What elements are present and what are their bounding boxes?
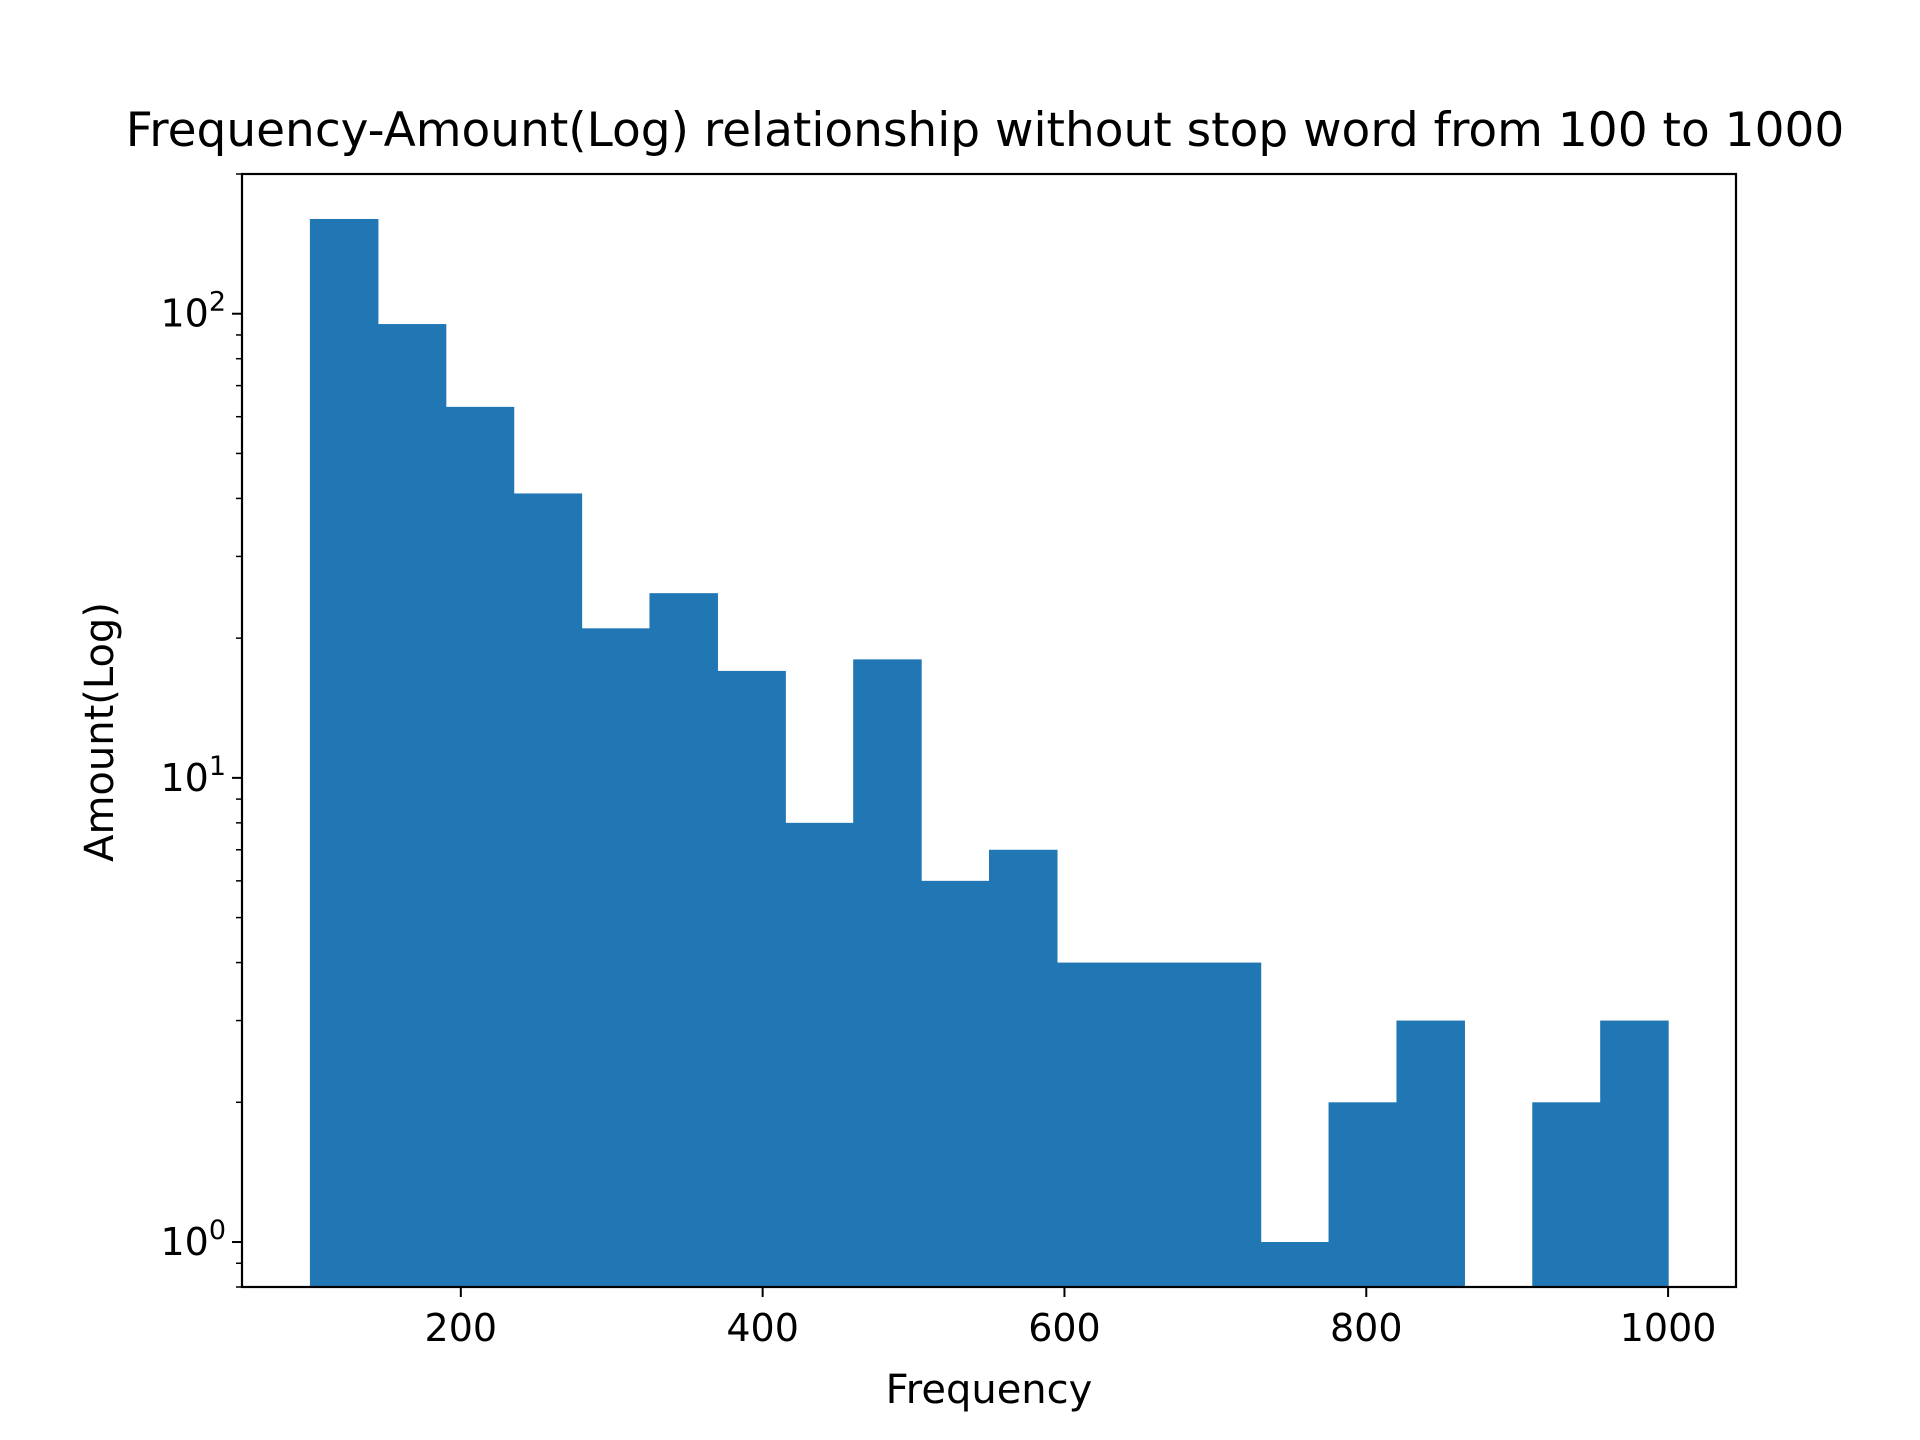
y-tick-label: 100 <box>160 1215 226 1264</box>
histogram-bar <box>1124 962 1194 1287</box>
histogram-bar <box>1396 1020 1465 1287</box>
x-tick-label: 800 <box>1330 1306 1403 1350</box>
y-axis-ticks: 100 101 102 <box>160 173 242 1288</box>
histogram-bar <box>853 659 922 1287</box>
histogram-bar <box>1192 962 1262 1287</box>
x-tick-label: 600 <box>1028 1306 1101 1350</box>
y-axis-label: Amount(Log) <box>77 602 123 862</box>
histogram-bar <box>717 670 786 1287</box>
histogram-bar <box>1532 1102 1601 1287</box>
histogram-bar <box>1600 1020 1669 1287</box>
y-tick-label: 102 <box>160 287 226 336</box>
y-tick-label: 101 <box>160 751 226 800</box>
histogram-bar <box>649 593 718 1287</box>
histogram-bar <box>445 406 515 1287</box>
x-tick-label: 200 <box>425 1306 498 1350</box>
x-tick-label: 1000 <box>1620 1306 1717 1350</box>
histogram-bar <box>921 880 990 1287</box>
x-axis-label: Frequency <box>886 1367 1093 1413</box>
histogram-bar <box>1260 1242 1330 1287</box>
x-tick-label: 400 <box>726 1306 799 1350</box>
histogram-bar <box>309 218 379 1288</box>
histogram-bar <box>1328 1102 1398 1287</box>
histogram-bar <box>377 324 447 1287</box>
bars-group <box>309 218 1669 1288</box>
x-axis-ticks: 200 400 600 800 1000 <box>425 1287 1717 1350</box>
histogram-bar <box>581 628 651 1287</box>
chart-title: Frequency-Amount(Log) relationship witho… <box>126 103 1845 158</box>
plot-area-frame <box>240 172 1738 1289</box>
histogram-bar <box>989 849 1058 1287</box>
histogram-bar <box>513 493 583 1287</box>
histogram-bar <box>1056 962 1126 1287</box>
histogram-bar <box>785 822 854 1287</box>
